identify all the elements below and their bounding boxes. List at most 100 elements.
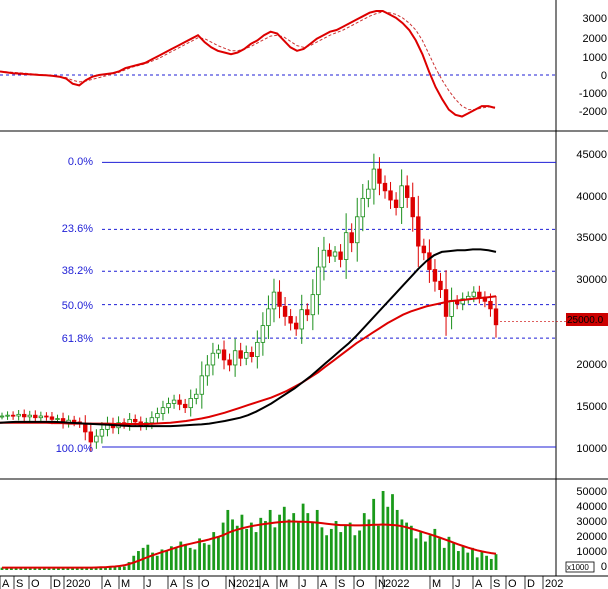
volume-bar-91 bbox=[428, 535, 432, 570]
candle-body-46 bbox=[255, 341, 260, 357]
volume-bar-20 bbox=[94, 567, 98, 570]
candle-body-69 bbox=[382, 182, 388, 192]
vol-tick-40000: 40000 bbox=[576, 501, 607, 513]
osc-tick-minus-1000: -1000 bbox=[579, 88, 607, 100]
candle-body-74 bbox=[410, 197, 415, 218]
candle-body-63 bbox=[349, 232, 354, 244]
candle-body-33 bbox=[182, 403, 188, 409]
volume-bar-4 bbox=[19, 567, 23, 570]
candle-body-13 bbox=[71, 419, 77, 423]
candle-body-6 bbox=[33, 414, 38, 419]
volume-bar-81 bbox=[381, 491, 385, 570]
x-tick-label-6: M bbox=[121, 578, 130, 589]
osc-tick-3000: 3000 bbox=[583, 13, 607, 25]
volume-bar-47 bbox=[221, 522, 225, 570]
volume-bar-74 bbox=[348, 522, 352, 570]
candle-body-52 bbox=[288, 316, 293, 324]
x-tick-label-24: S bbox=[493, 578, 500, 589]
price-tick-45000: 45000 bbox=[576, 149, 607, 161]
volume-bar-36 bbox=[169, 546, 173, 570]
candle-body-43 bbox=[238, 350, 243, 359]
candle-body-57 bbox=[316, 266, 321, 296]
candle-body-81 bbox=[449, 300, 454, 317]
volume-bar-24 bbox=[113, 566, 117, 570]
candle-body-77 bbox=[427, 252, 432, 270]
volume-axis-ticks: 50000 40000 30000 20000 10000 0 x1000 bbox=[565, 486, 607, 573]
candle-body-40 bbox=[221, 349, 227, 361]
volume-bar-70 bbox=[329, 528, 333, 570]
osc-signal-line bbox=[0, 11, 495, 111]
osc-tick-1000: 1000 bbox=[583, 52, 607, 64]
osc-tick-minus-2000: -2000 bbox=[579, 106, 607, 118]
vol-tick-10000: 10000 bbox=[576, 546, 607, 558]
volume-bar-44 bbox=[207, 544, 211, 570]
x-tick-label-3: D bbox=[53, 578, 61, 589]
x-tick-label-5: A bbox=[104, 578, 112, 589]
candle-body-62 bbox=[343, 232, 349, 260]
candle-body-54 bbox=[299, 309, 304, 330]
candle-body-48 bbox=[266, 308, 271, 327]
candle-body-86 bbox=[477, 291, 482, 298]
candle-body-9 bbox=[49, 416, 55, 420]
volume-bar-27 bbox=[127, 562, 131, 570]
candle-body-4 bbox=[22, 413, 27, 418]
price-tick-15000: 15000 bbox=[576, 401, 607, 413]
x-tick-label-23: A bbox=[475, 578, 483, 589]
price-tick-40000: 40000 bbox=[576, 191, 607, 203]
volume-bar-26 bbox=[122, 566, 126, 570]
candle-body-16 bbox=[88, 431, 94, 443]
ma-short-line bbox=[0, 248, 497, 428]
candle-body-28 bbox=[155, 413, 160, 419]
volume-bar-43 bbox=[202, 543, 206, 570]
volume-bar-53 bbox=[249, 522, 253, 570]
x-tick-label-10: O bbox=[201, 578, 210, 589]
candle-body-2 bbox=[10, 414, 16, 417]
volume-bar-85 bbox=[400, 519, 404, 570]
candle-body-66 bbox=[366, 188, 371, 199]
volume-bar-46 bbox=[217, 536, 220, 570]
x-tick-label-8: A bbox=[170, 578, 178, 589]
volume-bar-22 bbox=[104, 567, 107, 570]
volume-bar-59 bbox=[278, 514, 281, 570]
volume-bar-67 bbox=[315, 509, 319, 570]
volume-bar-48 bbox=[226, 509, 230, 570]
x-tick-label-7: J bbox=[146, 578, 152, 589]
x-tick-label-18: O bbox=[356, 578, 365, 589]
x-tick-label-11: N bbox=[228, 578, 236, 589]
candle-body-61 bbox=[338, 251, 343, 260]
candle-body-38 bbox=[210, 352, 216, 366]
candle-body-34 bbox=[188, 398, 193, 409]
candle-body-7 bbox=[38, 415, 44, 419]
candle-body-3 bbox=[16, 413, 21, 417]
volume-bar-62 bbox=[292, 513, 296, 570]
x-tick-label-9: S bbox=[186, 578, 193, 589]
volume-bar-0 bbox=[0, 567, 4, 570]
volume-bar-38 bbox=[179, 541, 183, 570]
volume-bar-35 bbox=[165, 551, 169, 570]
volume-unit-box bbox=[565, 561, 595, 573]
volume-bar-33 bbox=[155, 555, 159, 570]
volume-bar-96 bbox=[452, 543, 456, 570]
volume-bar-77 bbox=[362, 513, 366, 570]
volume-bar-97 bbox=[456, 551, 460, 570]
volume-ma-line bbox=[2, 520, 497, 569]
volume-bar-6 bbox=[28, 567, 32, 570]
volume-bar-102 bbox=[480, 551, 484, 570]
volume-bar-65 bbox=[306, 513, 310, 570]
volume-bar-11 bbox=[52, 568, 56, 570]
x-tick-label-2: O bbox=[31, 578, 40, 589]
volume-bar-79 bbox=[372, 498, 376, 570]
candle-body-72 bbox=[399, 185, 404, 208]
volume-bar-41 bbox=[193, 549, 197, 570]
volume-bar-90 bbox=[424, 541, 427, 570]
x-tick-label-27: 202 bbox=[545, 578, 563, 589]
x-tick-label-14: M bbox=[279, 578, 288, 589]
candle-body-58 bbox=[321, 249, 327, 268]
volume-bar-63 bbox=[297, 522, 300, 570]
candle-body-41 bbox=[227, 359, 232, 366]
volume-bar-60 bbox=[282, 506, 286, 570]
volume-bar-95 bbox=[447, 536, 451, 570]
volume-bar-87 bbox=[409, 525, 413, 570]
candle-body-71 bbox=[393, 199, 399, 208]
